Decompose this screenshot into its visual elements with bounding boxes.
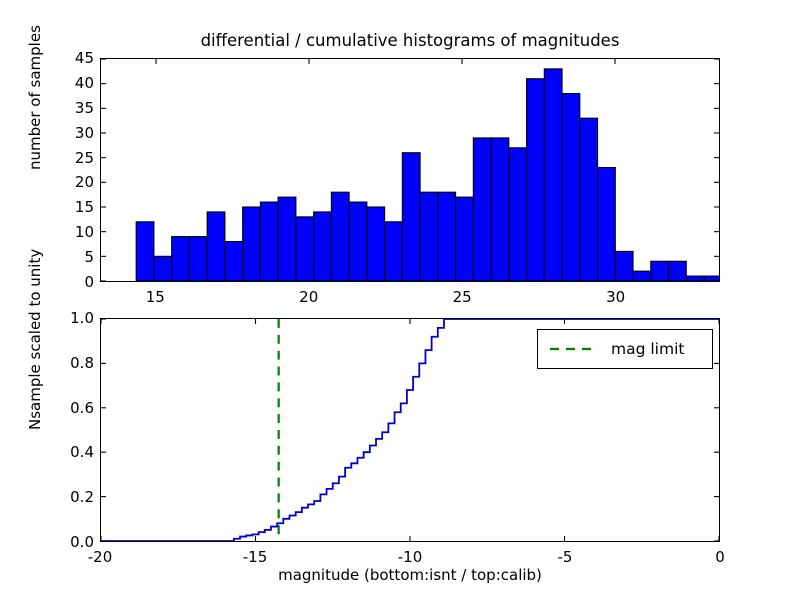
legend: mag limit	[537, 329, 713, 369]
histogram-bar	[527, 79, 545, 281]
histogram-bar	[189, 237, 207, 281]
histogram-bar	[314, 212, 332, 281]
histogram-bar	[420, 192, 438, 281]
histogram-bar	[154, 256, 172, 281]
histogram-bar	[225, 242, 243, 281]
histogram-bar	[207, 212, 225, 281]
histogram-bars	[136, 69, 719, 281]
bottom-yticks-item: 0.6	[48, 399, 94, 417]
histogram-bar	[456, 197, 474, 281]
bottom-xticks-item: -15	[243, 548, 268, 566]
histogram-bar	[172, 237, 190, 281]
bottom-x-axis-label: magnitude (bottom:isnt / top:calib)	[100, 566, 720, 584]
top-yticks-item: 25	[48, 149, 94, 167]
histogram-bar	[331, 192, 349, 281]
histogram-bar	[473, 138, 491, 281]
top-xticks-item: 20	[299, 288, 318, 306]
top-yticks-item: 0	[48, 273, 94, 291]
bottom-xticks-item: 0	[715, 548, 725, 566]
histogram-bar	[278, 197, 296, 281]
histogram-bar	[243, 207, 261, 281]
bottom-y-axis-label: Nsample scaled to unity	[26, 249, 44, 430]
top-yticks-item: 30	[48, 124, 94, 142]
histogram-bar	[438, 192, 456, 281]
histogram-bar	[402, 153, 420, 281]
top-xticks-item: 15	[146, 288, 165, 306]
histogram-bar	[367, 207, 385, 281]
histogram-bar	[491, 138, 509, 281]
histogram-bar	[296, 217, 314, 281]
histogram-bar	[385, 222, 403, 281]
top-yticks-item: 10	[48, 223, 94, 241]
legend-label-mag-limit: mag limit	[611, 340, 684, 358]
histogram-bar	[598, 168, 616, 281]
histogram-bar	[544, 69, 562, 281]
bottom-yticks-item: 0.8	[48, 354, 94, 372]
top-yticks-item: 20	[48, 173, 94, 191]
bottom-yticks-item: 0.2	[48, 488, 94, 506]
matplotlib-figure: differential / cumulative histograms of …	[0, 0, 800, 600]
histogram-bar	[580, 118, 598, 281]
top-yticks-item: 35	[48, 99, 94, 117]
histogram-bar	[651, 261, 669, 281]
histogram-bar	[704, 276, 719, 281]
top-yticks-item: 40	[48, 74, 94, 92]
histogram-bar	[669, 261, 687, 281]
bottom-yticks-item: 1.0	[48, 309, 94, 327]
top-xticks-item: 30	[606, 288, 625, 306]
top-yticks-item: 45	[48, 49, 94, 67]
mag-limit-line-icon	[549, 342, 593, 356]
histogram-bar	[349, 202, 367, 281]
histogram-bar	[615, 251, 633, 281]
histogram-bar	[686, 276, 704, 281]
histogram-bar	[136, 222, 154, 281]
top-yticks-item: 15	[48, 198, 94, 216]
page-title: differential / cumulative histograms of …	[100, 31, 720, 50]
histogram-bar	[509, 148, 527, 281]
histogram-bar	[633, 271, 651, 281]
top-yticks-item: 5	[48, 248, 94, 266]
histogram-bar	[260, 202, 278, 281]
bottom-xticks-item: -20	[88, 548, 113, 566]
top-histogram-plot	[101, 59, 719, 281]
bottom-yticks-item: 0.4	[48, 443, 94, 461]
bottom-xticks-item: -5	[558, 548, 573, 566]
histogram-bar	[562, 94, 580, 281]
bottom-xticks-item: -10	[398, 548, 423, 566]
top-y-axis-label: number of samples	[26, 25, 44, 170]
top-histogram-axes	[100, 58, 720, 282]
top-xticks-item: 25	[453, 288, 472, 306]
